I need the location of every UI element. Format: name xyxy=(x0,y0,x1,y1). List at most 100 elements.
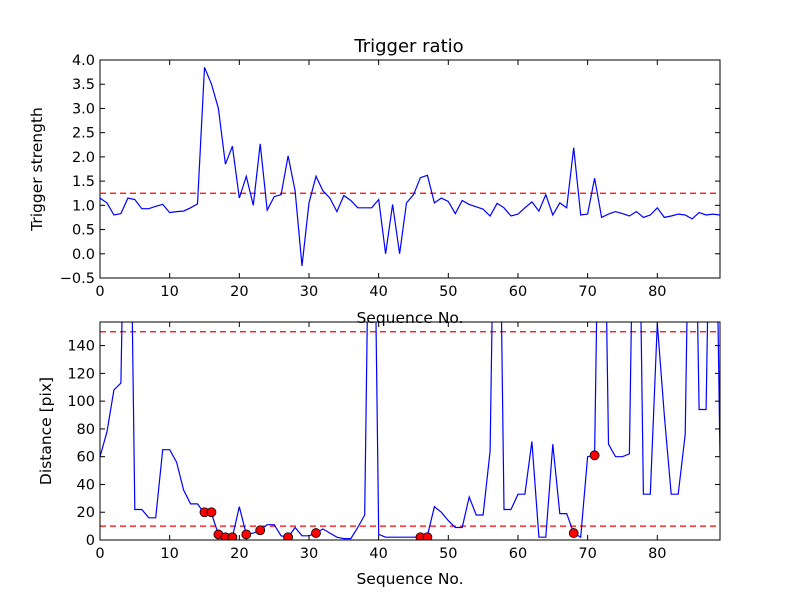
x-tick: 0 xyxy=(95,60,105,300)
y-tick-label: 80 xyxy=(77,422,95,438)
x-tick-label: 20 xyxy=(230,546,248,562)
y-tick: 1.0 xyxy=(72,198,720,214)
x-tick: 40 xyxy=(369,60,388,300)
y-tick: 20 xyxy=(77,505,720,521)
y-axis-label: Distance [pix] xyxy=(37,377,55,485)
x-tick-label: 20 xyxy=(230,284,248,300)
trigger-marker-point xyxy=(589,450,600,461)
y-tick: 80 xyxy=(77,422,720,438)
y-tick: −0.5 xyxy=(60,271,720,287)
x-tick: 50 xyxy=(439,322,458,562)
y-tick: 140 xyxy=(67,339,720,355)
y-tick: 0 xyxy=(86,533,720,549)
trigger-marker-point xyxy=(311,528,321,538)
x-tick-label: 50 xyxy=(439,546,457,562)
y-tick-label: 140 xyxy=(67,339,95,355)
trigger-strength-line xyxy=(100,67,720,266)
y-tick-label: −0.5 xyxy=(60,271,95,287)
x-tick: 20 xyxy=(230,60,249,300)
x-tick: 50 xyxy=(439,60,458,300)
y-tick-label: 1.5 xyxy=(72,174,95,190)
trigger-marker-point xyxy=(422,532,433,540)
x-tick-label: 30 xyxy=(300,284,318,300)
y-tick-label: 0.0 xyxy=(72,247,95,263)
x-tick-label: 50 xyxy=(439,284,457,300)
y-axis-ticks: −0.5 0.0 0.5 1.0 1.5 2.0 2.5 3.0 3.5 4.0 xyxy=(60,53,720,287)
y-tick: 1.5 xyxy=(72,174,720,190)
distance-subplot: 0 20 40 60 80 100 120 140 0 10 20 30 40 50 60 70 80 Seq… xyxy=(37,321,721,588)
y-tick-label: 120 xyxy=(67,366,95,382)
x-tick: 70 xyxy=(578,60,597,300)
y-tick-label: 20 xyxy=(77,505,95,521)
x-tick: 20 xyxy=(230,322,249,562)
y-tick-label: 40 xyxy=(77,477,95,493)
y-tick: 3.5 xyxy=(72,77,720,93)
x-tick-label: 40 xyxy=(369,284,387,300)
x-tick-label: 0 xyxy=(95,284,104,300)
y-tick: 2.0 xyxy=(72,150,720,166)
series-group xyxy=(100,322,720,540)
x-tick-label: 10 xyxy=(160,284,178,300)
y-tick-label: 4.0 xyxy=(72,53,95,69)
x-tick-label: 60 xyxy=(509,284,527,300)
y-tick: 40 xyxy=(77,477,720,493)
x-tick: 80 xyxy=(648,60,667,300)
y-tick: 0.5 xyxy=(72,223,720,239)
x-tick: 30 xyxy=(300,322,318,562)
y-tick-label: 0 xyxy=(86,533,95,549)
y-tick: 0.0 xyxy=(72,247,720,263)
y-tick-label: 60 xyxy=(77,450,95,466)
x-tick: 30 xyxy=(300,60,318,300)
trigger-marker-point xyxy=(283,532,293,540)
trigger-marker-point xyxy=(568,528,579,538)
y-tick-label: 2.5 xyxy=(72,126,95,142)
trigger-marker-point xyxy=(227,532,238,540)
series-group xyxy=(100,67,720,266)
x-tick-label: 60 xyxy=(509,546,527,562)
x-tick-label: 80 xyxy=(648,546,666,562)
trigger-marker-point xyxy=(255,525,266,536)
x-axis-label: Sequence No. xyxy=(356,570,463,588)
x-axis-label: Sequence No. xyxy=(356,309,463,327)
y-tick-label: 3.5 xyxy=(72,77,95,93)
y-tick-label: 2.0 xyxy=(72,150,95,166)
x-tick-label: 10 xyxy=(160,546,178,562)
x-tick-label: 70 xyxy=(578,284,596,300)
y-tick: 3.0 xyxy=(72,101,720,117)
x-tick-label: 70 xyxy=(578,546,596,562)
x-tick: 60 xyxy=(509,322,527,562)
x-axis-ticks: 0 10 20 30 40 50 60 70 80 xyxy=(95,322,667,562)
x-tick: 40 xyxy=(369,322,388,562)
x-tick: 70 xyxy=(578,322,597,562)
x-tick: 10 xyxy=(160,60,179,300)
x-tick: 0 xyxy=(95,322,105,562)
y-tick: 2.5 xyxy=(72,126,720,142)
plot-frame xyxy=(99,321,721,541)
y-tick: 120 xyxy=(67,366,720,382)
x-tick: 10 xyxy=(160,322,179,562)
y-tick-label: 100 xyxy=(67,394,95,410)
trigger-strength-plot-area xyxy=(100,67,720,266)
distance-plot-area xyxy=(100,322,720,540)
plot-frame xyxy=(99,59,721,279)
trigger-marker-point xyxy=(206,507,217,518)
x-tick-label: 30 xyxy=(300,546,318,562)
y-tick-label: 0.5 xyxy=(72,223,95,239)
y-axis-ticks: 0 20 40 60 80 100 120 140 xyxy=(67,339,720,549)
trigger-ratio-subplot: Trigger ratio −0.5 0.0 0.5 1.0 1.5 2.0 2.5 3.0 3… xyxy=(28,36,721,327)
y-tick: 60 xyxy=(77,450,720,466)
x-axis-ticks: 0 10 20 30 40 50 60 70 80 xyxy=(95,60,667,300)
trigger-marker-point xyxy=(241,529,252,540)
y-axis-label: Trigger strength xyxy=(28,107,46,232)
x-tick: 80 xyxy=(648,322,667,562)
y-tick: 4.0 xyxy=(72,53,720,69)
x-tick-label: 40 xyxy=(369,546,387,562)
chart-title: Trigger ratio xyxy=(353,36,463,57)
y-tick-label: 3.0 xyxy=(72,101,95,117)
x-tick-label: 0 xyxy=(95,546,104,562)
x-tick-label: 80 xyxy=(648,284,666,300)
x-tick: 60 xyxy=(509,60,527,300)
y-tick-label: 1.0 xyxy=(72,198,95,214)
y-tick: 100 xyxy=(67,394,720,410)
